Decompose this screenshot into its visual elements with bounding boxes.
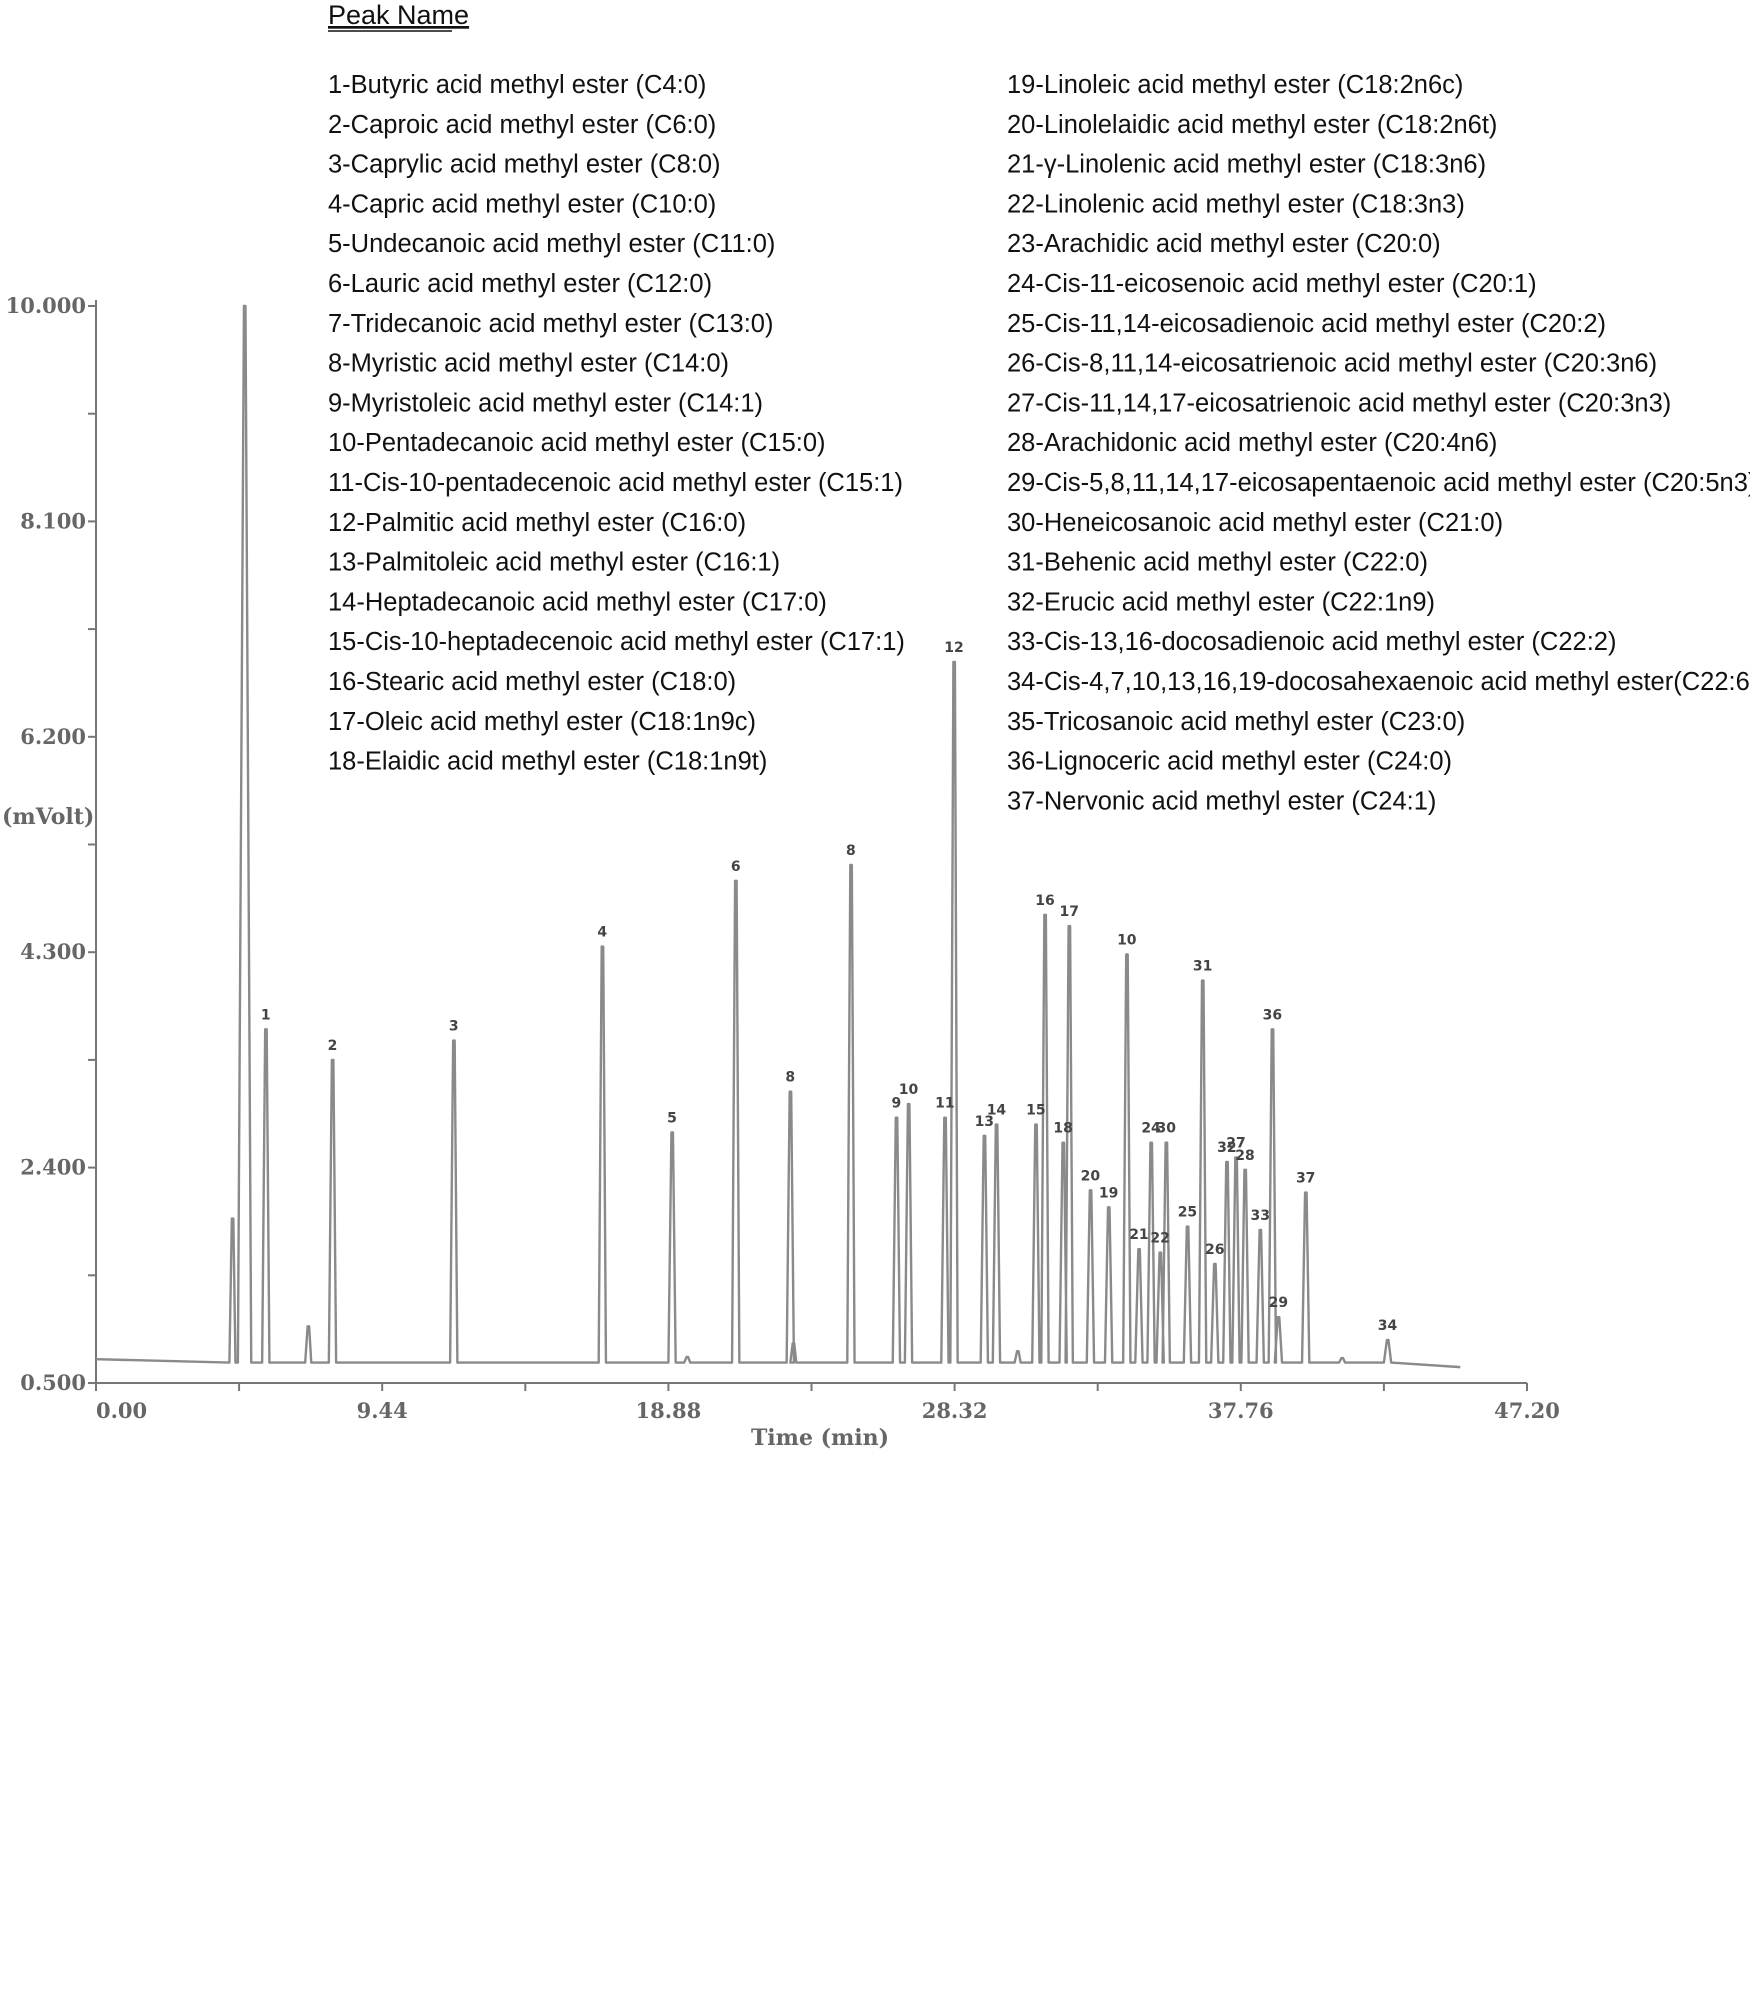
y-tick-label: 2.400	[20, 1155, 86, 1180]
x-tick-label: 28.32	[922, 1398, 988, 1423]
peak-label: 12	[944, 640, 963, 656]
peak-label: 6	[731, 859, 741, 875]
peak-label: 32	[1217, 1140, 1236, 1156]
peak-label: 21	[1129, 1227, 1148, 1243]
legend-item: 2-Caproic acid methyl ester (C6:0)	[328, 111, 716, 139]
y-tick-label: 0.500	[20, 1370, 86, 1395]
legend-item: 28-Arachidonic acid methyl ester (C20:4n…	[1007, 429, 1497, 457]
legend-item: 18-Elaidic acid methyl ester (C18:1n9t)	[328, 748, 767, 776]
legend-item: 24-Cis-11-eicosenoic acid methyl ester (…	[1007, 270, 1537, 298]
peak-label: 10	[899, 1082, 919, 1098]
peak-label: 8	[785, 1070, 795, 1086]
legend-item: 21-γ-Linolenic acid methyl ester (C18:3n…	[1007, 151, 1486, 179]
y-tick-label: 4.300	[20, 939, 86, 964]
legend-item: 33-Cis-13,16-docosadienoic acid methyl e…	[1007, 628, 1616, 656]
legend-item: 35-Tricosanoic acid methyl ester (C23:0)	[1007, 708, 1465, 736]
y-axis-title: (mVolt)	[2, 804, 94, 830]
chromatogram-line	[95, 304, 1461, 1369]
peak-label: 28	[1235, 1148, 1254, 1164]
x-tick-label: 0.00	[96, 1398, 147, 1423]
legend-item: 5-Undecanoic acid methyl ester (C11:0)	[328, 230, 775, 258]
legend-item: 17-Oleic acid methyl ester (C18:1n9c)	[328, 708, 756, 736]
legend-item: 22-Linolenic acid methyl ester (C18:3n3)	[1007, 190, 1465, 218]
peak-label: 9	[892, 1096, 902, 1112]
peak-label: 27	[1226, 1135, 1245, 1151]
legend-item: 14-Heptadecanoic acid methyl ester (C17:…	[328, 588, 827, 616]
peak-label: 11	[935, 1096, 954, 1112]
legend-item: 23-Arachidic acid methyl ester (C20:0)	[1007, 230, 1441, 258]
legend-item: 8-Myristic acid methyl ester (C14:0)	[328, 350, 729, 378]
legend-item: 12-Palmitic acid methyl ester (C16:0)	[328, 509, 746, 537]
legend-title: Peak Name	[328, 0, 469, 30]
legend-item: 31-Behenic acid methyl ester (C22:0)	[1007, 549, 1428, 577]
x-tick-label: 47.20	[1494, 1398, 1560, 1423]
axes: 0.500 2.400 4.300 6.200 8.100 10.000 0.00 9.44 1…	[2, 293, 1560, 1451]
peak-label: 24	[1141, 1121, 1161, 1137]
legend-item: 27-Cis-11,14,17-eicosatrienoic acid meth…	[1007, 389, 1671, 417]
peak-label: 1	[261, 1007, 271, 1023]
legend-item: 20-Linolelaidic acid methyl ester (C18:2…	[1007, 111, 1497, 139]
y-tick-label: 8.100	[20, 508, 86, 533]
peak-label: 20	[1081, 1168, 1101, 1184]
peak-label: 31	[1193, 959, 1212, 975]
legend-item: 36-Lignoceric acid methyl ester (C24:0)	[1007, 748, 1452, 776]
x-tick-label: 37.76	[1208, 1398, 1274, 1423]
chromatogram-trace	[95, 304, 1461, 1369]
legend-item: 15-Cis-10-heptadecenoic acid methyl este…	[328, 628, 905, 656]
legend-item: 7-Tridecanoic acid methyl ester (C13:0)	[328, 310, 773, 338]
legend-item: 19-Linoleic acid methyl ester (C18:2n6c)	[1007, 71, 1463, 99]
legend-item: 25-Cis-11,14-eicosadienoic acid methyl e…	[1007, 310, 1606, 338]
x-tick-label: 9.44	[357, 1398, 408, 1423]
peak-label: 30	[1156, 1121, 1176, 1137]
y-tick-label: 10.000	[6, 293, 86, 318]
peak-label: 26	[1205, 1242, 1224, 1258]
legend-item: 1-Butyric acid methyl ester (C4:0)	[328, 71, 706, 99]
legend-item: 26-Cis-8,11,14-eicosatrienoic acid methy…	[1007, 350, 1657, 378]
peak-label: 34	[1378, 1318, 1398, 1334]
legend-item: 29-Cis-5,8,11,14,17-eicosapentaenoic aci…	[1007, 469, 1750, 497]
peak-label: 16	[1035, 893, 1054, 909]
y-tick-label: 6.200	[20, 724, 86, 749]
legend-item: 9-Myristoleic acid methyl ester (C14:1)	[328, 389, 763, 417]
legend-item: 4-Capric acid methyl ester (C10:0)	[328, 190, 716, 218]
peak-label: 36	[1263, 1007, 1282, 1023]
peak-label: 5	[667, 1110, 677, 1126]
peak-label: 3	[449, 1019, 459, 1035]
peak-label: 17	[1059, 904, 1078, 920]
peak-label: 37	[1296, 1171, 1315, 1187]
legend-item: 11-Cis-10-pentadecenoic acid methyl este…	[328, 469, 903, 497]
legend-item: 34-Cis-4,7,10,13,16,19-docosahexaenoic a…	[1007, 668, 1750, 696]
peak-label: 33	[1250, 1208, 1269, 1224]
legend-item: 32-Erucic acid methyl ester (C22:1n9)	[1007, 588, 1435, 616]
peak-label: 29	[1269, 1295, 1288, 1311]
legend-item: 30-Heneicosanoic acid methyl ester (C21:…	[1007, 509, 1503, 537]
peak-label: 10	[1117, 932, 1137, 948]
peak-label: 18	[1053, 1121, 1072, 1137]
x-axis-title: Time (min)	[751, 1425, 889, 1451]
legend-item: 13-Palmitoleic acid methyl ester (C16:1)	[328, 549, 780, 577]
peak-legend: Peak Name 1-Butyric acid methyl ester (C4…	[328, 0, 1750, 815]
legend-item: 3-Caprylic acid methyl ester (C8:0)	[328, 151, 721, 179]
peak-label: 4	[597, 925, 607, 941]
peak-label: 19	[1099, 1185, 1118, 1201]
peak-label: 15	[1026, 1103, 1045, 1119]
peak-label: 25	[1178, 1205, 1197, 1221]
x-tick-label: 18.88	[636, 1398, 702, 1423]
legend-item: 16-Stearic acid methyl ester (C18:0)	[328, 668, 736, 696]
legend-item: 37-Nervonic acid methyl ester (C24:1)	[1007, 787, 1436, 815]
peak-label: 8	[846, 843, 856, 859]
peak-label: 13	[975, 1114, 994, 1130]
legend-item: 10-Pentadecanoic acid methyl ester (C15:…	[328, 429, 826, 457]
peak-label: 22	[1150, 1231, 1169, 1247]
peak-label: 14	[987, 1103, 1007, 1119]
peak-label: 2	[328, 1038, 338, 1054]
legend-item: 6-Lauric acid methyl ester (C12:0)	[328, 270, 712, 298]
